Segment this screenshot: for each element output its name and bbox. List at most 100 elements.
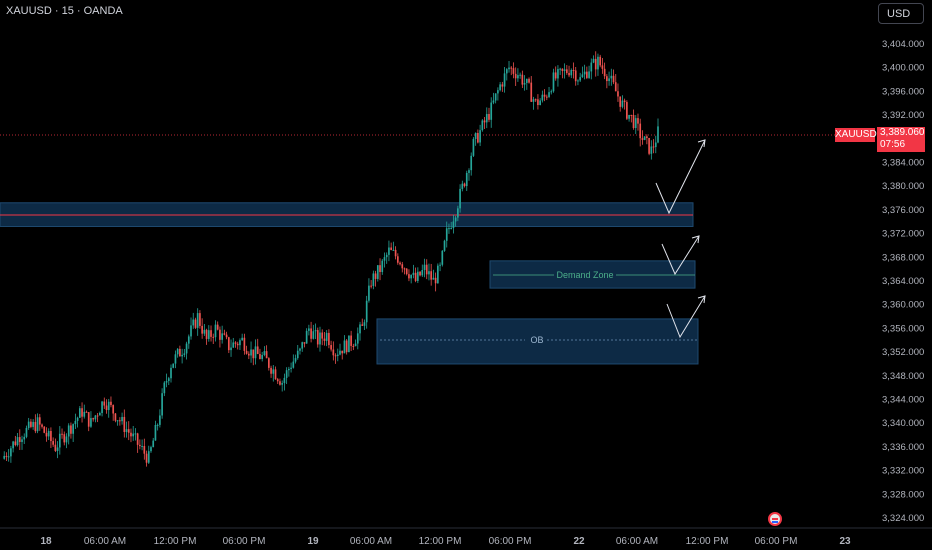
candle-body [103,401,106,406]
candle-body [623,100,626,103]
candle-body [614,82,617,92]
candle-body [114,413,117,421]
candle-body [581,74,584,78]
time-tick-label: 06:00 AM [350,536,392,547]
candle-body [30,421,32,427]
candle-body [76,417,79,421]
candle-body [185,343,188,354]
candle-body [514,73,517,79]
candle-body [490,102,493,120]
time-tick-label: 18 [40,536,52,547]
candle-body [125,429,128,433]
price-tick-label: 3,332.000 [882,466,924,477]
candle-body [603,68,606,77]
candle-body [96,415,99,417]
candle-body [268,358,270,368]
candle-body [428,271,430,275]
symbol-header[interactable]: XAUUSD · 15 · OANDA [6,5,123,17]
candle-body [294,358,297,362]
candle-body [199,313,201,326]
candle-body [41,424,43,427]
candle-body [139,444,141,447]
candle-body [561,68,564,71]
candle-body [276,379,279,382]
time-axis[interactable]: 18 06:00 AM 12:00 PM 06:00 PM 19 06:00 AM 12:0… [0,527,932,547]
candle-body [465,172,468,187]
candle-body [370,285,372,287]
candle-body [374,273,377,279]
candle-body [381,260,384,273]
candle-body [488,114,490,120]
candle-body [626,102,628,119]
candle-body [483,120,486,123]
candle-body [247,353,250,356]
time-tick-label: 23 [839,536,851,547]
candle-body [470,155,473,171]
candle-body [517,75,519,79]
price-tick-label: 3,348.000 [882,371,924,382]
candle-body [530,82,533,102]
candle-body [214,324,217,338]
currency-button[interactable]: USD [878,3,924,24]
candle-body [32,421,34,427]
candle-body [443,240,446,251]
price-tick-label: 3,400.000 [882,63,924,74]
candle-body [25,427,28,437]
candle-body [63,434,66,443]
candle-body [314,330,317,332]
candle-body [288,368,290,371]
price-tick-label: 3,340.000 [882,418,924,429]
candle-body [543,94,546,97]
candle-body [559,68,562,70]
candle-body [394,249,397,257]
candle-body [385,254,388,258]
candle-body [388,247,390,255]
candle-body [563,69,566,71]
candle-body [432,277,435,280]
candle-body [657,126,659,143]
candle-body [365,300,368,323]
price-axis[interactable]: 3,404.000 3,400.000 3,396.000 3,392.000 3,38… [882,39,924,524]
zone-2[interactable] [376,318,699,365]
time-tick-label: 12:00 PM [686,536,729,547]
candle-body [81,408,83,417]
candle-body [130,432,132,437]
candle-body [143,446,146,454]
candle-body [263,351,266,356]
candle-body [652,146,655,148]
price-tick-label: 3,368.000 [882,252,924,263]
zone-1[interactable] [489,260,696,289]
time-tick-label: 22 [573,536,585,547]
candle-body [36,417,39,432]
candle-body [392,249,395,251]
candle-body [574,70,577,82]
candle-body [54,444,57,451]
candle-body [617,91,619,97]
candle-body [479,130,481,143]
candle-body [577,80,579,82]
candle-body [481,120,484,131]
candle-body [421,270,424,276]
candle-body [339,350,341,355]
candle-body [239,340,241,346]
candle-body [528,78,530,83]
candle-body [47,431,50,437]
candle-body [550,91,553,93]
candle-body [201,325,203,334]
bar-countdown: 07:56 [880,139,906,150]
candle-body [472,138,475,156]
candle-body [499,84,501,91]
candle-body [254,346,257,359]
candle-body [123,416,126,433]
candle-body [492,100,495,103]
candle-body [312,331,315,339]
time-tick-label: 06:00 PM [755,536,798,547]
us-flag-icon[interactable] [768,512,782,526]
candle-body [45,432,48,437]
candle-body [14,441,17,446]
candle-body [150,447,152,452]
candle-body [452,221,455,228]
candle-body [510,67,513,69]
candle-body [557,69,559,79]
